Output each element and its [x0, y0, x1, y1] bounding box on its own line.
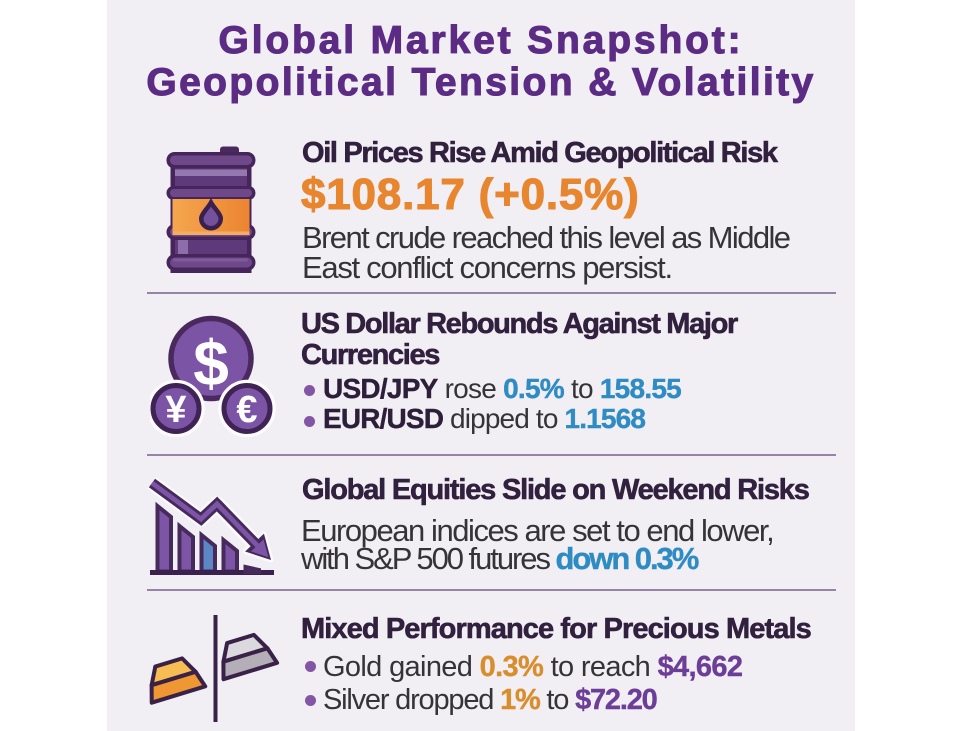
- svg-text:€: €: [236, 389, 257, 431]
- svg-text:¥: ¥: [165, 389, 186, 431]
- svg-text:$: $: [193, 327, 229, 399]
